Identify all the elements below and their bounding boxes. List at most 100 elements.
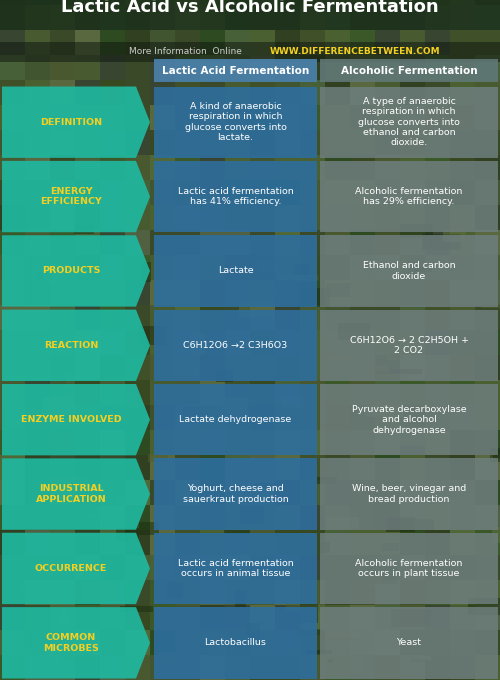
Text: Alcoholic fermentation
has 29% efficiency.: Alcoholic fermentation has 29% efficienc… [356,187,463,206]
FancyBboxPatch shape [325,655,350,680]
Polygon shape [2,161,150,233]
FancyBboxPatch shape [175,30,200,55]
FancyBboxPatch shape [150,155,175,180]
Text: ENERGY
EFFICIENCY: ENERGY EFFICIENCY [40,187,102,206]
FancyBboxPatch shape [275,655,300,680]
Text: REACTION: REACTION [44,341,98,350]
FancyBboxPatch shape [450,505,475,530]
FancyBboxPatch shape [275,480,300,505]
FancyBboxPatch shape [325,80,350,105]
FancyBboxPatch shape [200,505,225,530]
FancyBboxPatch shape [225,480,250,505]
FancyBboxPatch shape [0,80,25,105]
FancyBboxPatch shape [400,355,425,380]
FancyBboxPatch shape [475,455,500,480]
FancyBboxPatch shape [150,455,175,480]
FancyBboxPatch shape [250,505,275,530]
FancyBboxPatch shape [250,480,275,505]
FancyBboxPatch shape [74,225,94,235]
FancyBboxPatch shape [25,280,50,305]
FancyBboxPatch shape [158,651,178,663]
FancyBboxPatch shape [50,630,75,655]
FancyBboxPatch shape [425,380,450,405]
FancyBboxPatch shape [120,606,152,612]
FancyBboxPatch shape [50,480,75,505]
FancyBboxPatch shape [275,55,300,80]
FancyBboxPatch shape [75,555,100,580]
FancyBboxPatch shape [400,55,425,80]
FancyBboxPatch shape [250,230,275,255]
FancyBboxPatch shape [125,530,150,555]
FancyBboxPatch shape [25,130,50,155]
FancyBboxPatch shape [25,605,50,630]
FancyBboxPatch shape [297,288,330,307]
FancyBboxPatch shape [412,658,430,662]
FancyBboxPatch shape [225,555,250,580]
FancyBboxPatch shape [375,230,400,255]
FancyBboxPatch shape [100,605,125,630]
FancyBboxPatch shape [350,405,375,430]
FancyBboxPatch shape [300,205,325,230]
FancyBboxPatch shape [50,30,75,55]
FancyBboxPatch shape [450,130,475,155]
Text: COMMON
MICROBES: COMMON MICROBES [43,633,99,653]
FancyBboxPatch shape [425,130,450,155]
FancyBboxPatch shape [300,80,325,105]
FancyBboxPatch shape [400,255,425,280]
FancyBboxPatch shape [400,330,425,355]
FancyBboxPatch shape [0,0,500,30]
FancyBboxPatch shape [150,180,175,205]
FancyBboxPatch shape [75,580,100,605]
FancyBboxPatch shape [25,355,50,380]
FancyBboxPatch shape [25,105,50,130]
FancyBboxPatch shape [125,380,150,405]
FancyBboxPatch shape [50,155,75,180]
FancyBboxPatch shape [475,155,500,180]
FancyBboxPatch shape [25,0,50,5]
FancyBboxPatch shape [75,505,100,530]
FancyBboxPatch shape [400,519,434,530]
FancyBboxPatch shape [326,517,359,530]
FancyBboxPatch shape [475,430,500,455]
FancyBboxPatch shape [300,405,325,430]
FancyBboxPatch shape [387,342,404,360]
FancyBboxPatch shape [325,405,350,430]
FancyBboxPatch shape [0,605,25,630]
FancyBboxPatch shape [0,5,25,30]
Text: INDUSTRIAL
APPLICATION: INDUSTRIAL APPLICATION [36,484,107,504]
FancyBboxPatch shape [250,255,275,280]
FancyBboxPatch shape [320,542,330,553]
FancyBboxPatch shape [89,515,101,519]
FancyBboxPatch shape [200,230,225,255]
FancyBboxPatch shape [400,280,425,305]
FancyBboxPatch shape [175,355,200,380]
FancyBboxPatch shape [475,255,500,280]
FancyBboxPatch shape [125,180,150,205]
FancyBboxPatch shape [300,580,325,605]
FancyBboxPatch shape [225,130,250,155]
FancyBboxPatch shape [250,530,275,555]
FancyBboxPatch shape [125,55,150,80]
FancyBboxPatch shape [175,230,200,255]
FancyBboxPatch shape [200,580,225,605]
FancyBboxPatch shape [475,280,500,305]
Text: A type of anaerobic
respiration in which
glucose converts into
ethanol and carbo: A type of anaerobic respiration in which… [358,97,460,148]
FancyBboxPatch shape [475,105,500,130]
FancyBboxPatch shape [350,230,375,255]
FancyBboxPatch shape [325,230,350,255]
FancyBboxPatch shape [139,522,159,535]
FancyBboxPatch shape [375,280,400,305]
FancyBboxPatch shape [154,309,317,381]
FancyBboxPatch shape [400,0,425,5]
FancyBboxPatch shape [150,205,175,230]
FancyBboxPatch shape [125,355,150,380]
FancyBboxPatch shape [175,505,200,530]
FancyBboxPatch shape [475,480,500,505]
FancyBboxPatch shape [154,86,317,158]
FancyBboxPatch shape [50,55,75,80]
FancyBboxPatch shape [100,455,125,480]
FancyBboxPatch shape [320,86,498,158]
FancyBboxPatch shape [154,235,317,307]
FancyBboxPatch shape [350,105,375,130]
FancyBboxPatch shape [0,255,25,280]
